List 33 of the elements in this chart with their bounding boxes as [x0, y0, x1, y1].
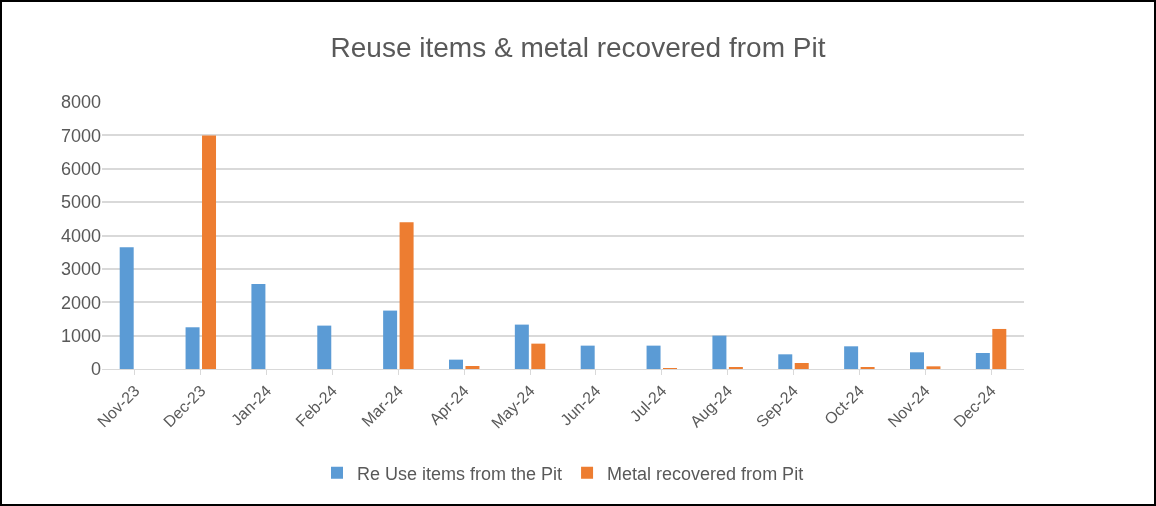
y-tick-label: 4000: [60, 225, 101, 246]
y-tick-label: 6000: [60, 159, 101, 180]
bar: [794, 362, 809, 369]
bar: [119, 247, 134, 369]
y-tick-label: 1000: [60, 325, 101, 346]
bar: [202, 135, 217, 369]
bar: [646, 345, 661, 369]
bar: [383, 310, 398, 369]
bar: [514, 324, 529, 369]
bar: [580, 345, 595, 369]
bar: [185, 327, 200, 369]
bar: [712, 335, 727, 369]
y-tick-label: 3000: [60, 259, 101, 280]
bar: [975, 352, 990, 369]
bar: [778, 354, 793, 369]
y-tick-label: 7000: [60, 125, 101, 146]
chart-title: Reuse items & metal recovered from Pit: [330, 31, 826, 63]
bar: [844, 346, 859, 369]
y-tick-label: 5000: [60, 192, 101, 213]
y-tick-label: 0: [90, 359, 101, 380]
bar: [251, 283, 266, 369]
bar: [399, 222, 414, 369]
bar: [317, 325, 332, 369]
bar: [448, 359, 463, 369]
legend-label: Re Use items from the Pit: [357, 463, 563, 484]
bar: [926, 366, 941, 369]
bar: [909, 352, 924, 369]
bar: [531, 343, 546, 369]
bar: [992, 328, 1007, 369]
y-tick-label: 2000: [60, 292, 101, 313]
legend-label: Metal recovered from Pit: [607, 463, 804, 484]
bar: [465, 366, 480, 369]
y-tick-label: 8000: [60, 92, 101, 113]
